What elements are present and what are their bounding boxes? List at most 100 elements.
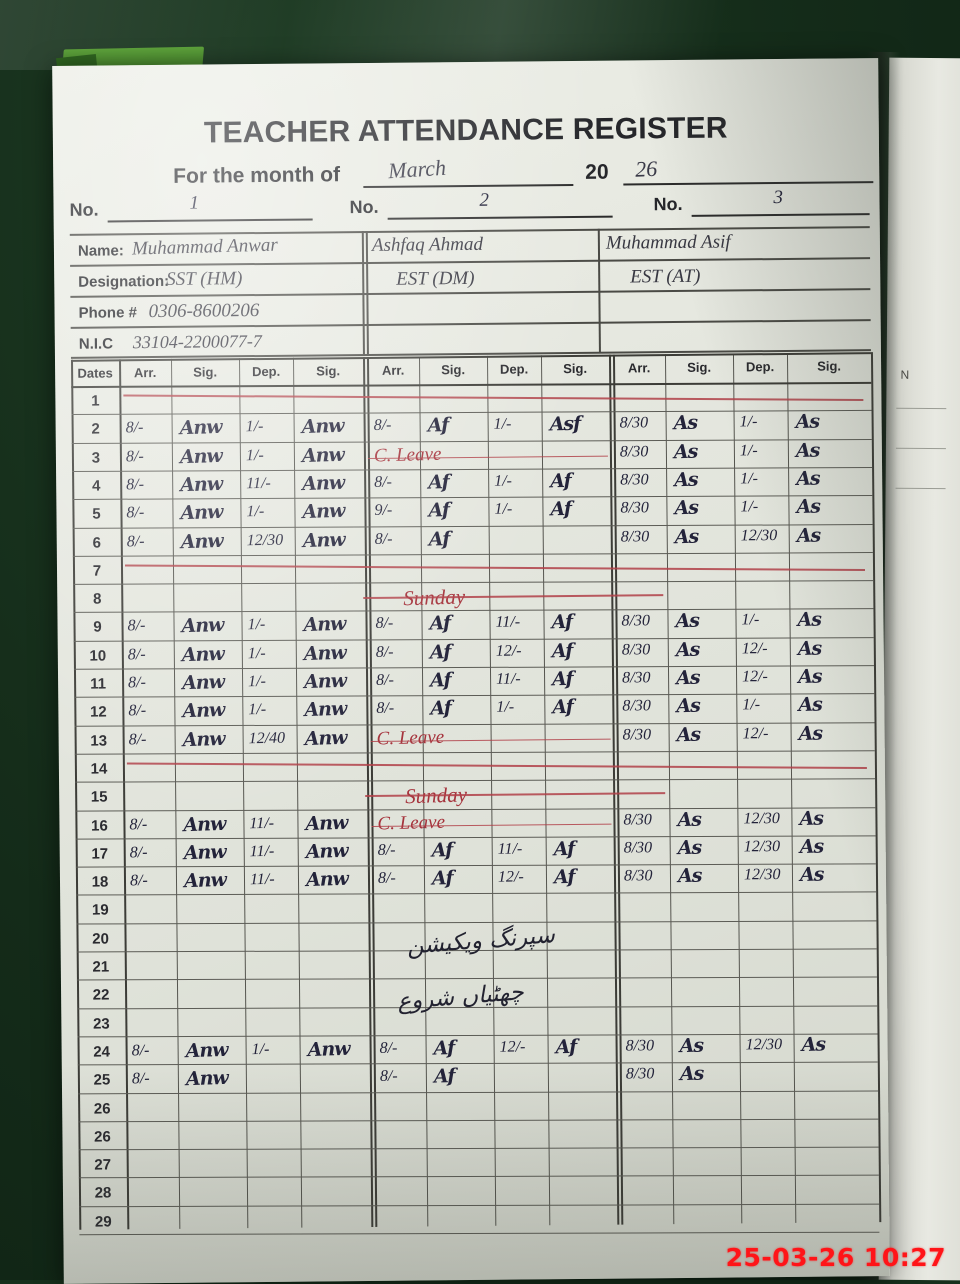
teacher-1-nic: 33104-2200077-7 [132,330,262,353]
row-note-leave: C. Leave [377,811,446,834]
row-note-leave: C. Leave [376,726,445,750]
table-header-arr-5: Arr. [381,362,405,378]
signature: As [675,610,700,633]
arrival-time: 8/- [379,1067,398,1086]
signature: Anw [303,641,347,665]
departure-time: 12/30 [743,866,781,884]
date-cell-26: 26 [93,1099,111,1118]
signature: Asf [549,412,581,436]
table-column-divider [238,358,249,1229]
departure-time: 12/- [499,1038,526,1056]
table-column-divider [732,353,743,1224]
signature: Af [428,527,450,551]
signature: As [799,835,824,858]
arrival-time: 8/30 [623,810,652,828]
date-cell-18: 18 [91,873,109,891]
signature: Anw [180,501,223,525]
table-row-divider [76,920,877,925]
arrival-time: 8/- [131,1041,150,1060]
arrival-time: 8/30 [619,442,649,461]
table-header-arr-9: Arr. [627,360,651,376]
departure-time: 1/- [740,470,759,488]
signature: As [795,439,820,462]
arrival-time: 8/- [127,645,146,664]
signature: As [673,468,698,492]
arrival-time: 8/- [129,843,148,862]
table-column-divider [870,352,882,1223]
arrival-time: 8/30 [622,697,651,715]
signature: As [798,693,823,717]
signature: Anw [304,726,347,750]
date-cell-24: 24 [93,1043,111,1061]
table-header-arr-1: Arr. [133,365,157,381]
date-cell-21: 21 [92,958,110,976]
signature: Af [431,867,453,890]
no-value-1: 1 [189,192,200,214]
signature: Anw [179,416,222,440]
signature: Af [552,696,574,719]
month-rule [363,183,574,189]
departure-time: 11/- [497,840,523,858]
date-cell-10: 10 [89,647,107,665]
departure-time: 12/- [497,868,524,886]
departure-time: 11/- [249,842,275,861]
departure-time: 11/- [249,814,275,832]
signature: As [799,806,824,830]
signature: Af [555,1035,577,1059]
signature: As [676,723,701,746]
table-row-divider [78,1146,879,1151]
signature: Anw [183,868,227,893]
arrival-time: 8/30 [620,527,650,546]
arrival-time: 8/- [374,530,393,548]
signature: Af [427,414,449,437]
departure-time: 12/- [741,639,768,658]
teacher-no-2: No. 2 [349,190,619,222]
arrival-time: 8/30 [625,1037,655,1055]
signature: Af [433,1065,455,1088]
arrival-time: 8/30 [621,641,651,659]
arrival-time: 8/30 [623,839,653,857]
date-cell-20: 20 [92,930,109,948]
signature: Anw [302,499,345,524]
date-cell-27: 27 [94,1156,112,1174]
departure-time: 1/- [247,672,267,691]
register-page: TEACHER ATTENDANCE REGISTER For the mont… [52,58,890,1284]
signature: As [796,523,821,547]
departure-time: 11/- [246,474,271,493]
signature: Af [551,611,573,634]
teacher-info-block: Name: Designation: Phone # N.I.C Muhamma… [69,226,871,359]
arrival-time: 8/- [129,815,148,833]
signature: Af [553,865,575,889]
signature: Anw [303,669,347,694]
row-strike-line [123,394,864,401]
table-row-divider [73,636,874,642]
arrival-time: 8/- [377,869,396,888]
table-row-divider [75,778,876,783]
table-row-divider [73,608,874,614]
date-cell-22: 22 [92,986,110,1004]
date-cell-17: 17 [91,845,109,863]
table-column-divider [664,354,675,1225]
signature: Af [550,498,572,521]
departure-time: 11/- [495,613,521,632]
date-cell-13: 13 [90,732,108,750]
table-column-divider [170,358,181,1229]
signature: As [796,495,821,519]
departure-time: 12/30 [246,531,284,549]
departure-time: 1/- [248,701,267,719]
phone-label: Phone # [78,304,137,322]
arrival-time: 8/30 [620,499,649,517]
teacher-2-name: Ashfaq Ahmad [371,233,484,256]
date-cell-1: 1 [91,392,100,410]
arrival-time: 8/- [127,617,146,635]
signature: Af [430,697,452,720]
signature: As [795,410,820,434]
teacher-2-designation: EST (DM) [396,267,475,290]
arrival-time: 8/30 [621,612,651,630]
departure-time: 1/- [741,611,760,629]
table-row-divider [75,806,876,812]
signature: Anw [183,812,226,836]
date-cell-2: 2 [91,420,100,438]
signature: As [798,722,823,745]
date-cell-3: 3 [91,449,101,467]
